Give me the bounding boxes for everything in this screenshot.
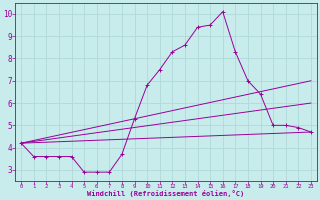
X-axis label: Windchill (Refroidissement éolien,°C): Windchill (Refroidissement éolien,°C): [87, 190, 244, 197]
